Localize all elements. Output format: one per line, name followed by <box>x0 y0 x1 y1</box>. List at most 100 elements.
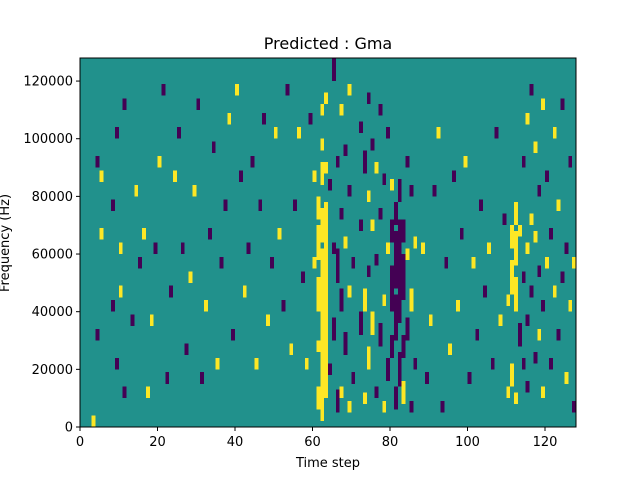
heatmap-cell <box>397 352 402 387</box>
heatmap-cell <box>386 357 390 381</box>
heatmap-cell <box>215 357 220 370</box>
heatmap-cell <box>514 392 518 404</box>
heatmap-cell <box>134 184 139 197</box>
heatmap-cell <box>316 386 321 410</box>
heatmap-cell <box>517 225 522 237</box>
heatmap-cell <box>184 343 189 355</box>
heatmap-cell <box>490 357 495 370</box>
heatmap-cell <box>533 352 538 364</box>
heatmap-cell <box>541 98 545 110</box>
heatmap-cell <box>560 98 565 110</box>
y-axis: 0 20000 40000 60000 80000 100000 120000 <box>23 75 80 436</box>
heatmap-cell <box>529 83 534 96</box>
heatmap-cell <box>463 156 468 168</box>
heatmap-cell <box>374 386 379 399</box>
heatmap-cell <box>347 285 352 298</box>
heatmap-cell <box>568 300 573 312</box>
x-tick-label: 60 <box>304 435 321 450</box>
heatmap-cell <box>250 156 255 168</box>
y-tick-label: 60000 <box>32 248 73 263</box>
heatmap-cell <box>502 213 507 226</box>
heatmap-cell <box>409 401 414 413</box>
heatmap-cell <box>339 207 344 220</box>
heatmap-cell <box>483 285 487 298</box>
x-axis: 0 20 40 60 80 100 120 <box>76 427 558 450</box>
heatmap-cell <box>393 386 398 410</box>
heatmap-cell <box>122 386 127 399</box>
heatmap-cell <box>169 285 173 298</box>
heatmap-cell <box>541 300 545 312</box>
heatmap-cell <box>138 256 142 269</box>
heatmap-cells <box>91 58 576 427</box>
heatmap-cell <box>386 127 390 139</box>
heatmap-cell <box>331 58 336 82</box>
heatmap-cell <box>548 228 553 240</box>
heatmap-cell <box>351 372 356 384</box>
heatmap-cell <box>413 357 418 370</box>
heatmap-cell <box>320 207 325 243</box>
heatmap-cell <box>572 401 576 413</box>
heatmap-cell <box>382 173 387 185</box>
heatmap-cell <box>382 294 387 306</box>
heatmap-cell <box>320 138 325 151</box>
heatmap-cell <box>262 112 266 125</box>
heatmap-cell <box>525 112 530 125</box>
heatmap-cell <box>118 285 123 298</box>
heatmap-cell <box>541 386 545 399</box>
heatmap-cell <box>246 242 251 255</box>
heatmap-cell <box>390 219 394 243</box>
heatmap-cell <box>238 170 243 182</box>
heatmap-cell <box>312 256 317 269</box>
heatmap-cell <box>316 277 321 312</box>
heatmap-cell <box>122 98 127 110</box>
heatmap-cell <box>111 199 115 211</box>
heatmap-cell <box>204 300 208 312</box>
heatmap-cell <box>324 248 328 318</box>
heatmap-cell <box>525 314 530 327</box>
heatmap-cell <box>293 199 297 211</box>
heatmap-cell <box>335 156 340 168</box>
x-axis-label: Time step <box>295 456 360 471</box>
heatmap-cell <box>440 401 445 413</box>
heatmap-cell <box>99 228 104 240</box>
heatmap-cell <box>273 127 278 139</box>
heatmap-cell <box>533 141 538 154</box>
x-tick-label: 80 <box>382 435 399 450</box>
heatmap-cell <box>572 256 576 269</box>
heatmap-cell <box>254 357 259 370</box>
heatmap-cell <box>537 328 542 341</box>
heatmap-cell <box>351 256 356 269</box>
heatmap-cell <box>370 138 375 151</box>
x-tick-label: 120 <box>533 435 558 450</box>
heatmap-cell <box>343 331 348 355</box>
heatmap-cell <box>359 311 363 335</box>
heatmap-cell <box>328 363 332 376</box>
heatmap-cell <box>320 340 325 387</box>
y-tick-label: 120000 <box>23 75 73 90</box>
heatmap-cell <box>525 380 530 393</box>
heatmap-cell <box>231 328 235 341</box>
heatmap-cell <box>397 219 402 266</box>
heatmap-cell <box>312 170 317 182</box>
heatmap-cell <box>165 372 170 384</box>
heatmap-cell <box>304 357 309 370</box>
heatmap-cell <box>157 156 162 168</box>
y-tick-label: 80000 <box>32 190 73 205</box>
heatmap-cell <box>207 228 212 240</box>
heatmap-cell <box>510 363 514 387</box>
heatmap-cell <box>335 248 340 283</box>
heatmap-cell <box>300 271 305 283</box>
heatmap-cell <box>537 265 542 278</box>
heatmap-cell <box>552 285 557 298</box>
heatmap-cell <box>297 127 301 139</box>
heatmap-cell <box>200 372 204 384</box>
heatmap-cell <box>211 141 216 154</box>
heatmap-cell <box>537 184 542 197</box>
heatmap-cell <box>378 104 383 116</box>
heatmap-cell <box>91 415 96 427</box>
heatmap-cell <box>111 300 115 312</box>
heatmap-cell <box>510 259 514 295</box>
heatmap-cell <box>339 386 344 399</box>
heatmap-cell <box>548 357 553 370</box>
